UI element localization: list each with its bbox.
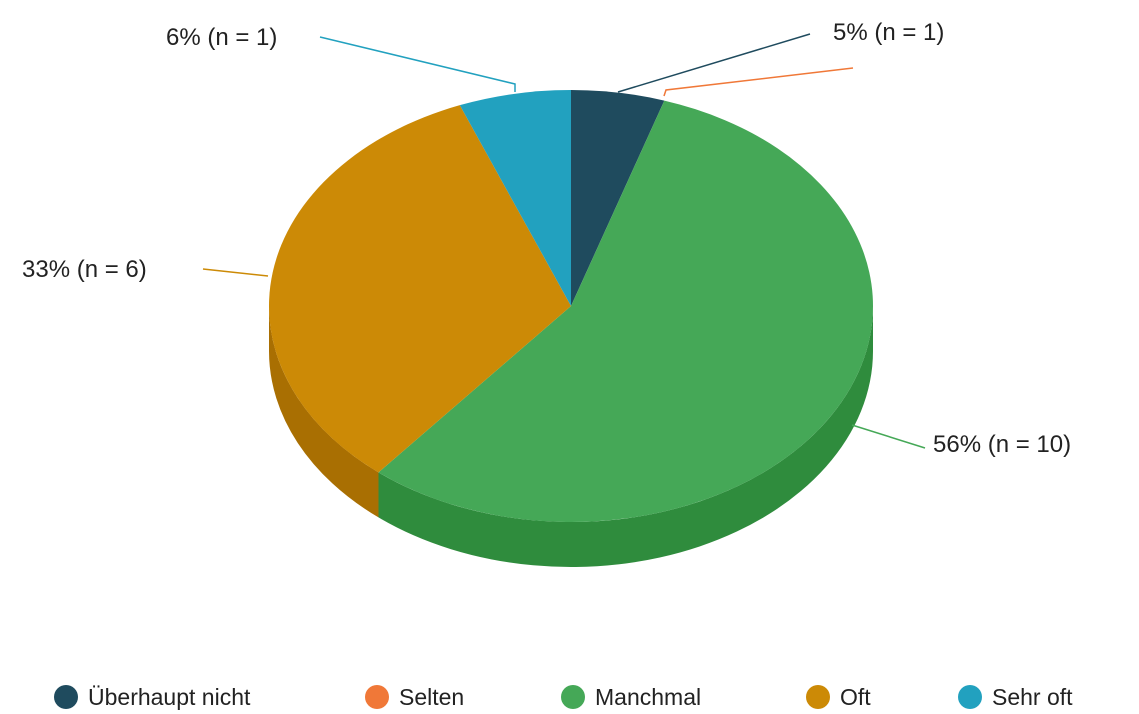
pie-top-layer <box>269 90 874 523</box>
slice-sehr-oft[interactable] <box>459 90 571 306</box>
leader-line-sehr-oft <box>319 36 516 92</box>
leader-line-manchmal <box>851 424 926 449</box>
legend: Überhaupt nicht Selten Manchmal Oft Sehr… <box>54 684 1073 710</box>
legend-item-oft[interactable]: Oft <box>806 684 871 710</box>
legend-marker <box>806 685 830 709</box>
legend-item-sehr-oft[interactable]: Sehr oft <box>958 684 1073 710</box>
data-label-ueberhaupt-nicht: 5% (n = 1) <box>833 19 944 46</box>
slice-oft[interactable] <box>269 105 571 473</box>
slice-side-manchmal <box>378 306 873 567</box>
slice-ueberhaupt-nicht[interactable] <box>571 90 665 306</box>
slice-manchmal[interactable] <box>378 100 874 523</box>
leader-line-ueberhaupt-nicht <box>617 33 811 93</box>
data-label-oft: 33% (n = 6) <box>22 256 147 283</box>
leader-line-oft <box>202 268 269 277</box>
legend-label: Oft <box>840 684 871 710</box>
legend-item-selten[interactable]: Selten <box>365 684 464 710</box>
slice-side-oft <box>269 306 379 518</box>
legend-item-ueberhaupt-nicht[interactable]: Überhaupt nicht <box>54 684 251 710</box>
legend-label: Selten <box>399 684 464 710</box>
legend-item-manchmal[interactable]: Manchmal <box>561 684 701 710</box>
legend-label: Überhaupt nicht <box>88 684 251 710</box>
legend-label: Sehr oft <box>992 684 1073 710</box>
pie-depth-layer <box>269 306 873 567</box>
legend-marker <box>561 685 585 709</box>
legend-marker <box>958 685 982 709</box>
data-label-manchmal: 56% (n = 10) <box>933 431 1071 458</box>
leader-line-selten <box>663 67 854 97</box>
leader-lines <box>202 33 926 449</box>
legend-marker <box>54 685 78 709</box>
legend-label: Manchmal <box>595 684 701 710</box>
legend-marker <box>365 685 389 709</box>
data-label-sehr-oft: 6% (n = 1) <box>166 24 277 51</box>
